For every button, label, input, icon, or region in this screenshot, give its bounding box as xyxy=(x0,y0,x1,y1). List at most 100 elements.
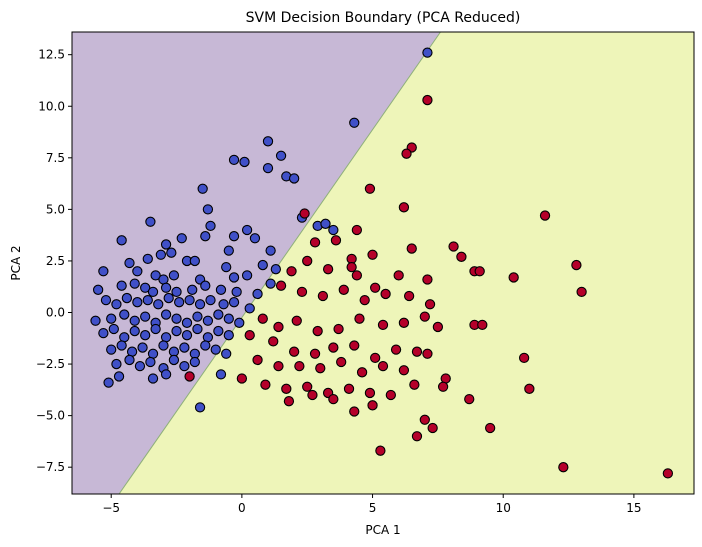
data-point-class-1 xyxy=(448,241,459,252)
data-point-class-0 xyxy=(150,270,161,281)
data-point-class-0 xyxy=(147,373,159,384)
data-point-class-0 xyxy=(239,156,250,168)
data-point-class-1 xyxy=(432,321,444,333)
data-point-class-0 xyxy=(241,270,253,281)
data-point-class-0 xyxy=(160,309,172,320)
data-point-class-1 xyxy=(330,235,342,246)
data-point-class-0 xyxy=(129,278,140,289)
data-point-class-0 xyxy=(155,249,167,260)
data-point-class-0 xyxy=(215,284,227,295)
x-tick-label: −5 xyxy=(102,501,120,515)
data-point-class-0 xyxy=(92,284,104,295)
data-point-class-0 xyxy=(116,280,127,291)
data-point-class-0 xyxy=(98,327,109,339)
data-point-class-0 xyxy=(116,340,127,351)
data-point-class-0 xyxy=(252,288,263,300)
data-point-class-1 xyxy=(349,340,360,351)
data-point-class-0 xyxy=(231,286,242,298)
data-point-class-1 xyxy=(275,280,287,291)
data-point-class-0 xyxy=(153,299,164,310)
data-point-class-1 xyxy=(268,336,279,347)
data-point-class-0 xyxy=(140,282,151,293)
y-tick-label: −7.5 xyxy=(36,460,65,474)
data-point-class-1 xyxy=(576,286,587,298)
data-point-class-0 xyxy=(160,369,172,380)
data-point-class-0 xyxy=(179,360,190,372)
y-tick-label: 10.0 xyxy=(38,99,65,113)
data-point-class-1 xyxy=(539,210,551,221)
data-point-class-1 xyxy=(367,249,378,260)
data-point-class-0 xyxy=(137,342,148,353)
data-point-class-1 xyxy=(302,381,313,392)
data-point-class-1 xyxy=(354,313,365,324)
data-point-class-0 xyxy=(192,323,203,335)
data-point-class-0 xyxy=(179,342,190,353)
data-point-class-1 xyxy=(273,321,284,333)
data-point-class-1 xyxy=(333,323,344,335)
data-point-class-0 xyxy=(275,150,287,161)
data-point-class-1 xyxy=(406,243,417,254)
data-point-class-0 xyxy=(171,286,182,298)
y-tick-label: −5.0 xyxy=(36,409,65,423)
data-point-class-1 xyxy=(312,325,323,337)
data-point-class-0 xyxy=(234,317,245,328)
data-point-class-1 xyxy=(477,319,488,331)
data-point-class-1 xyxy=(336,356,347,368)
data-point-class-0 xyxy=(163,292,174,304)
data-point-class-1 xyxy=(184,371,195,382)
data-point-class-0 xyxy=(228,297,240,308)
data-point-class-1 xyxy=(257,313,268,324)
data-point-class-0 xyxy=(223,245,234,256)
data-point-class-0 xyxy=(262,162,274,174)
data-point-class-0 xyxy=(228,272,240,283)
data-point-class-1 xyxy=(474,266,485,277)
data-point-class-0 xyxy=(265,245,276,256)
data-point-class-0 xyxy=(215,369,227,380)
data-point-class-0 xyxy=(194,402,206,413)
data-point-class-0 xyxy=(106,344,117,355)
data-point-class-0 xyxy=(200,231,211,242)
data-point-class-1 xyxy=(328,393,339,405)
data-point-class-1 xyxy=(309,348,321,359)
data-point-class-0 xyxy=(158,340,169,351)
data-point-class-1 xyxy=(244,330,255,341)
data-point-class-1 xyxy=(359,294,370,306)
data-point-class-1 xyxy=(351,270,363,281)
data-point-class-1 xyxy=(370,352,381,364)
data-point-class-1 xyxy=(437,381,449,392)
decision-boundary-line xyxy=(118,32,441,494)
data-point-class-0 xyxy=(181,330,193,341)
data-point-class-1 xyxy=(356,367,368,378)
data-point-class-1 xyxy=(252,354,263,366)
y-axis-label: PCA 2 xyxy=(9,245,23,280)
data-point-class-1 xyxy=(398,202,410,213)
data-point-class-1 xyxy=(662,468,674,479)
data-point-class-0 xyxy=(129,315,140,326)
data-point-class-1 xyxy=(518,352,530,364)
data-point-class-1 xyxy=(558,462,569,473)
y-tick-label: 2.5 xyxy=(46,254,65,268)
data-point-class-0 xyxy=(124,354,135,366)
data-point-class-0 xyxy=(192,311,203,322)
data-point-class-0 xyxy=(181,317,193,328)
data-point-class-1 xyxy=(524,383,535,394)
data-point-class-1 xyxy=(299,208,310,219)
chart-title: SVM Decision Boundary (PCA Reduced) xyxy=(246,10,521,26)
data-point-class-1 xyxy=(377,319,389,331)
data-point-class-1 xyxy=(364,183,376,194)
data-point-class-0 xyxy=(142,294,153,306)
data-point-class-0 xyxy=(213,309,224,320)
data-point-class-0 xyxy=(134,360,146,372)
data-point-class-0 xyxy=(189,356,200,368)
data-point-class-0 xyxy=(202,204,214,215)
data-point-class-0 xyxy=(150,323,161,335)
data-point-class-0 xyxy=(160,239,172,250)
x-axis-label: PCA 1 xyxy=(365,523,400,537)
data-point-class-0 xyxy=(113,371,125,382)
data-point-class-1 xyxy=(364,387,376,399)
data-point-class-0 xyxy=(265,278,276,289)
data-point-class-0 xyxy=(174,297,185,308)
data-point-class-0 xyxy=(270,264,281,275)
data-point-class-1 xyxy=(351,224,363,236)
